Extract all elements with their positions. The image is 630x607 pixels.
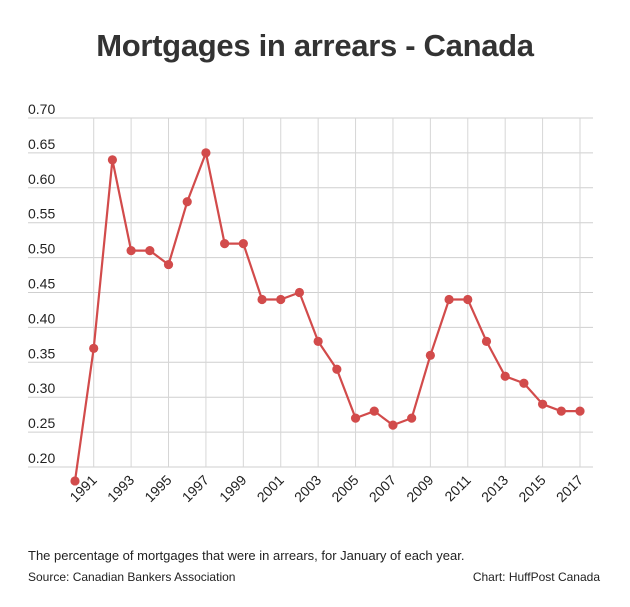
data-point xyxy=(350,413,361,423)
x-tick-label: 2001 xyxy=(254,472,287,505)
x-tick-label: 1991 xyxy=(66,472,99,505)
chart-credit: Chart: HuffPost Canada xyxy=(472,570,600,584)
x-tick-label: 2013 xyxy=(478,472,511,505)
x-tick-label: 2009 xyxy=(403,472,436,505)
y-tick-label: 0.20 xyxy=(28,450,55,466)
y-tick-label: 0.55 xyxy=(28,206,55,222)
y-tick-label: 0.65 xyxy=(28,136,55,152)
data-point xyxy=(220,239,230,249)
data-point xyxy=(425,350,435,360)
y-tick-label: 0.45 xyxy=(28,276,55,292)
x-tick-label: 2017 xyxy=(553,472,586,505)
y-tick-label: 0.60 xyxy=(28,171,55,187)
chart-caption: The percentage of mortgages that were in… xyxy=(28,548,465,563)
data-point xyxy=(519,378,529,388)
data-point xyxy=(294,287,305,298)
data-point xyxy=(575,406,585,416)
series-line xyxy=(73,151,580,482)
x-tick-label: 1997 xyxy=(179,472,212,505)
data-point xyxy=(126,246,136,256)
x-tick-label: 2007 xyxy=(366,472,399,505)
y-tick-label: 0.70 xyxy=(28,101,55,117)
y-axis-ticks: 0.20 0.25 0.30 0.35 0.40 0.45 0.50 0.55 0.60 0.65… xyxy=(28,101,55,466)
y-tick-label: 0.30 xyxy=(28,380,55,396)
data-point xyxy=(332,364,342,374)
data-point xyxy=(107,155,118,165)
data-point xyxy=(238,239,248,249)
chart-source: Source: Canadian Bankers Association xyxy=(28,570,236,584)
x-tick-label: 2015 xyxy=(515,472,548,505)
data-point xyxy=(70,476,80,486)
data-point xyxy=(276,294,286,305)
data-point xyxy=(257,294,267,305)
x-tick-label: 2003 xyxy=(291,472,324,505)
y-tick-label: 0.35 xyxy=(28,345,55,361)
series xyxy=(70,148,585,486)
data-point xyxy=(163,259,174,270)
x-tick-label: 1999 xyxy=(216,472,249,505)
data-point xyxy=(313,336,323,346)
x-tick-label: 1995 xyxy=(141,472,174,505)
x-tick-label: 2005 xyxy=(328,472,361,505)
data-point xyxy=(89,343,99,353)
grid xyxy=(28,117,593,468)
data-point xyxy=(145,246,155,256)
data-point xyxy=(481,336,492,346)
x-tick-label: 2011 xyxy=(441,472,474,505)
data-point xyxy=(500,371,510,381)
y-tick-label: 0.50 xyxy=(28,241,55,257)
data-point xyxy=(407,413,417,423)
data-point xyxy=(463,294,473,305)
data-point xyxy=(201,148,211,158)
y-tick-label: 0.40 xyxy=(28,310,55,326)
data-point xyxy=(556,406,566,416)
data-point xyxy=(369,406,379,416)
data-point xyxy=(444,294,454,305)
data-point xyxy=(182,197,192,207)
data-point xyxy=(388,420,398,430)
x-tick-label: 1993 xyxy=(104,472,137,505)
data-point xyxy=(537,399,548,409)
y-tick-label: 0.25 xyxy=(28,415,55,431)
x-axis-ticks: 1991 1993 1995 1997 1999 2001 2003 2005 2007 2009… xyxy=(66,472,586,505)
chart-title: Mortgages in arrears - Canada xyxy=(96,28,534,63)
